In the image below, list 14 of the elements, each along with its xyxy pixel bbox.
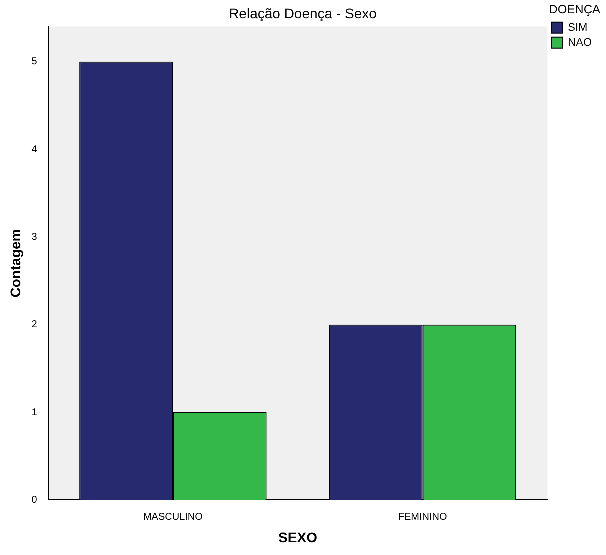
y-tick-label: 1: [32, 407, 38, 418]
y-tick-label: 0: [32, 494, 38, 506]
legend-title: DOENÇA: [549, 2, 601, 16]
x-tick-label: FEMININO: [398, 512, 448, 523]
y-tick-label: 3: [32, 232, 38, 243]
y-axis-title: Contagem: [7, 229, 24, 298]
y-tick-label: 5: [32, 56, 38, 68]
x-axis-title: SEXO: [278, 529, 318, 546]
legend-label: NAO: [568, 36, 592, 49]
legend-label: SIM: [568, 22, 588, 34]
x-tick-label: MASCULINO: [143, 512, 204, 523]
chart-title: Relação Doença - Sexo: [229, 5, 378, 22]
y-tick-label: 2: [32, 320, 38, 331]
y-tick-label: 4: [32, 144, 38, 156]
